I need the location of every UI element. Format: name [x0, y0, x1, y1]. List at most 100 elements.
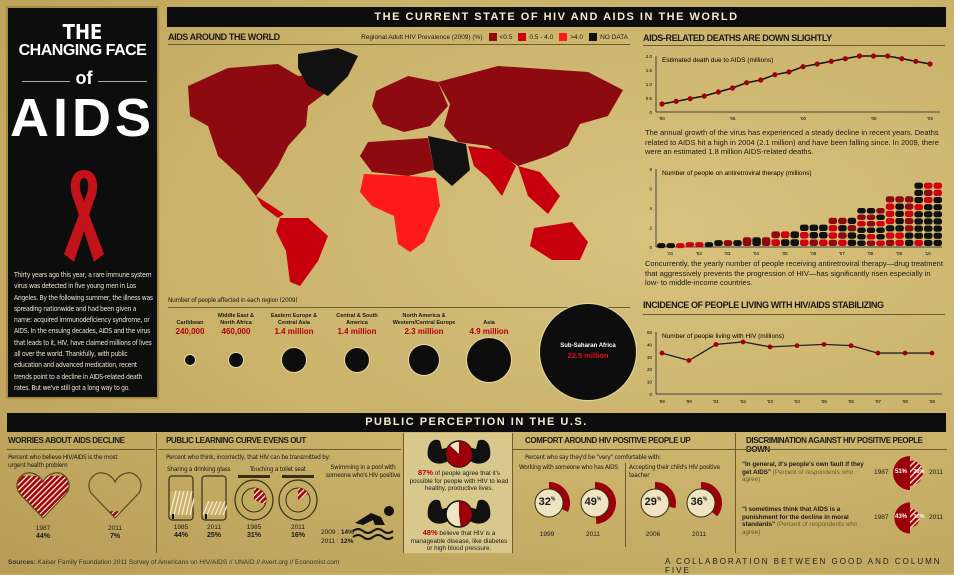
art-pill	[828, 232, 838, 239]
pool-year: 2011 :	[321, 538, 339, 545]
donut-label: 49%	[573, 496, 613, 508]
toilet-seat-icon	[234, 475, 274, 521]
pool-label: Swimming in a pool with someone who's HI…	[325, 463, 401, 479]
region-name: Central & South America	[336, 313, 378, 326]
y-tick-label: 2	[649, 226, 652, 231]
toilet-seat-icon	[278, 475, 318, 521]
deaths-point	[814, 61, 820, 67]
deaths-point	[673, 98, 679, 104]
living-point	[713, 342, 719, 347]
swimmer-icon	[352, 506, 394, 540]
living-point	[848, 343, 854, 349]
deaths-point	[729, 85, 736, 91]
art-pill	[904, 196, 914, 203]
art-pill	[923, 182, 933, 189]
donut-unit: %	[550, 496, 556, 503]
art-pill	[876, 208, 885, 214]
art-pill	[876, 221, 885, 227]
legend-label-low: <0.5	[499, 33, 513, 41]
art-pill	[885, 225, 895, 232]
art-pill	[914, 189, 923, 196]
comfort-sub: Percent who say they'd be "very" comfort…	[525, 453, 661, 461]
art-pill	[809, 232, 819, 239]
art-pill	[933, 225, 942, 232]
donut-year: 2006	[645, 531, 661, 538]
living-point	[902, 350, 908, 356]
chart-title: Estimated death due to AIDS (millions)	[662, 57, 773, 64]
art-text: Concurrently, the yearly number of peopl…	[645, 259, 943, 287]
donut-pct: 49	[584, 496, 597, 508]
art-pill	[895, 196, 904, 203]
x-tick-label: '02	[696, 251, 702, 256]
art-pill	[895, 239, 904, 246]
region-value: 4.9 million	[469, 327, 509, 336]
glass-pct: 25%	[206, 532, 221, 539]
x-tick-label: '09	[929, 399, 935, 404]
pool-2011: 2011 : 12%	[321, 538, 353, 545]
living-heading: INCIDENCE OF PEOPLE LIVING WITH HIV/AIDS…	[643, 300, 884, 310]
art-pill	[895, 203, 904, 210]
legend-label-nodata: NO DATA	[600, 33, 628, 41]
art-pill	[914, 182, 923, 189]
deaths-point	[828, 58, 834, 64]
region-bubble	[229, 353, 243, 367]
y-tick-label: 6	[649, 187, 652, 192]
heart-fill	[88, 511, 142, 518]
map-south-america	[276, 218, 328, 286]
legend-swatch-mid	[518, 33, 527, 41]
strength-pie	[446, 441, 472, 467]
x-tick-label: '07	[839, 251, 845, 256]
art-pill	[885, 218, 895, 225]
art-pill	[866, 214, 876, 220]
deaths-point	[758, 77, 764, 83]
art-pill	[857, 221, 866, 227]
legend-swatch-nodata	[589, 33, 598, 41]
x-tick-label: '09	[927, 116, 933, 121]
art-pill	[904, 218, 914, 225]
discrimination-section: DISCRIMINATION AGAINST HIV POSITIVE PEOP…	[735, 433, 947, 553]
art-pill	[847, 217, 857, 225]
art-pill	[666, 243, 676, 249]
pct-1987: 51%	[894, 469, 907, 475]
half-1987	[894, 502, 910, 534]
y-tick-label: 0	[649, 245, 652, 250]
flexing-arms-icon	[427, 499, 491, 528]
art-pill	[895, 232, 904, 239]
art-chart: Number of people on antiretroviral thera…	[649, 167, 942, 256]
world-map	[188, 48, 623, 286]
art-pill	[685, 242, 695, 248]
legend-label-high: >4.0	[570, 33, 584, 41]
deaths-point	[786, 69, 792, 75]
quote-text: "I sometimes think that AIDS is a punish…	[742, 506, 849, 528]
art-pill	[876, 240, 885, 246]
toilet-year: 2011	[291, 524, 305, 531]
living-chart: Number of people living with HIV (millio…	[647, 330, 942, 404]
region-bubble	[185, 355, 195, 365]
art-pill	[904, 232, 914, 239]
x-tick-label: '04	[753, 251, 759, 256]
donut-pct: 32	[538, 496, 551, 508]
x-tick-label: '99	[686, 399, 692, 404]
deaths-point	[687, 96, 693, 102]
y-tick-label: 1.0	[646, 82, 653, 87]
art-pill	[933, 182, 942, 189]
region-name: Asia	[483, 319, 495, 326]
art-pill	[704, 242, 714, 248]
comfort-section: COMFORT AROUND HIV POSITIVE PEOPLE UP Pe…	[513, 433, 735, 553]
deaths-point	[659, 101, 665, 107]
learning-rule	[158, 449, 401, 450]
x-tick-label: '05	[782, 251, 788, 256]
art-pill	[857, 208, 866, 214]
title-of: of	[70, 68, 98, 89]
donut-year: 2011	[692, 531, 706, 538]
y-tick-label: 1.5	[646, 68, 653, 73]
art-pill	[923, 196, 933, 204]
art-pill	[876, 234, 885, 240]
art-pill	[933, 211, 942, 218]
art-pill	[923, 218, 933, 225]
art-pill	[923, 204, 933, 211]
heart-year: 2011	[108, 525, 122, 532]
deaths-text: The annual growth of the virus has exper…	[645, 128, 939, 156]
comfort-donut	[686, 482, 722, 518]
discrimination-quote: "I sometimes think that AIDS is a punish…	[742, 506, 864, 536]
